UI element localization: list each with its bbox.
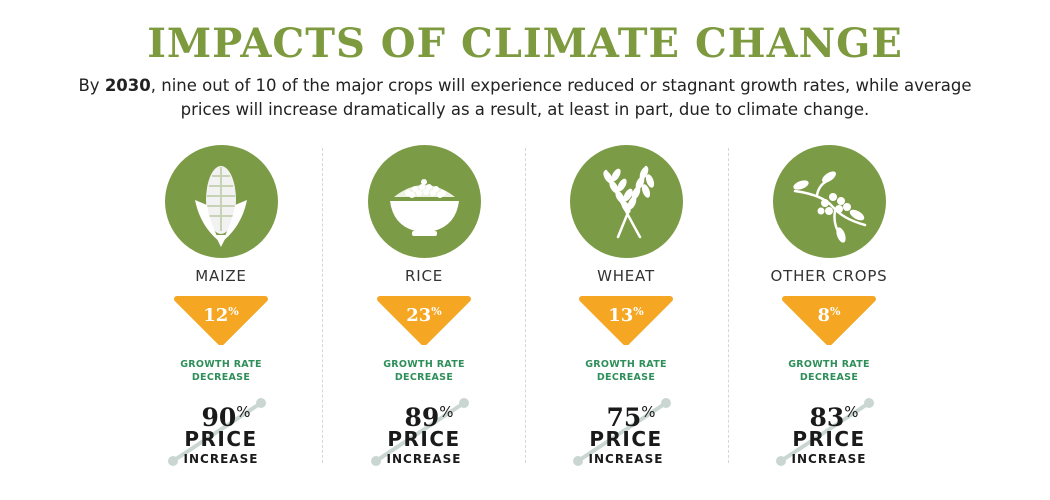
growth-decrease-value: 23% [406, 305, 442, 326]
growth-decrease-triangle [377, 296, 471, 345]
column-divider [322, 148, 323, 463]
price-increase-value: 75% [606, 403, 656, 432]
crop-name: MAIZE [195, 267, 247, 285]
trend-arrow-icon [168, 398, 266, 466]
price-label: PRICE [387, 427, 461, 451]
wheat-icon [603, 165, 655, 239]
price-increase-value: 90% [201, 403, 251, 432]
increase-label: INCREASE [386, 452, 462, 466]
crop-card-maize: MAIZE 12% GROWTH RATE DECREASE 90% PRICE … [121, 145, 321, 475]
crop-name: RICE [405, 267, 443, 285]
growth-decrease-value: 12% [203, 305, 239, 326]
crop-card-rice: RICE 23% GROWTH RATE DECREASE 89% PRICE I… [324, 145, 524, 475]
trend-arrow-icon [573, 398, 671, 466]
growth-rate-label: GROWTH RATE DECREASE [180, 359, 262, 383]
crop-icon-circle [368, 145, 481, 258]
corn-icon [195, 166, 247, 247]
increase-label: INCREASE [588, 452, 664, 466]
growth-decrease-value: 13% [608, 305, 644, 326]
crop-card-other-crops: OTHER CROPS 8% GROWTH RATE DECREASE 83% P… [729, 145, 929, 475]
rice-bowl-icon [390, 179, 459, 236]
price-increase-value: 83% [809, 403, 859, 432]
price-increase-block: 90% PRICE INCREASE [121, 397, 321, 469]
growth-decrease-value: 8% [817, 305, 841, 326]
crop-icon-circle [165, 145, 278, 258]
page-title: IMPACTS OF CLIMATE CHANGE [147, 20, 903, 67]
trend-arrow-icon [371, 398, 469, 466]
crop-name: OTHER CROPS [770, 267, 888, 285]
crop-columns: MAIZE 12% GROWTH RATE DECREASE 90% PRICE … [0, 145, 1050, 475]
price-label: PRICE [184, 427, 258, 451]
crop-name: WHEAT [597, 267, 655, 285]
growth-rate-label: GROWTH RATE DECREASE [788, 359, 870, 383]
increase-label: INCREASE [791, 452, 867, 466]
crop-card-wheat: WHEAT 13% GROWTH RATE DECREASE 75% PRICE … [526, 145, 726, 475]
crop-icon-circle [773, 145, 886, 258]
column-divider [728, 148, 729, 463]
crop-icon-circle [570, 145, 683, 258]
growth-decrease-triangle [174, 296, 268, 345]
price-label: PRICE [589, 427, 663, 451]
increase-label: INCREASE [183, 452, 259, 466]
growth-rate-label: GROWTH RATE DECREASE [585, 359, 667, 383]
growth-decrease-triangle [782, 296, 876, 345]
seeds-branch-icon [793, 171, 867, 243]
price-increase-block: 75% PRICE INCREASE [526, 397, 726, 469]
price-increase-block: 89% PRICE INCREASE [324, 397, 524, 469]
trend-arrow-icon [776, 398, 874, 466]
growth-decrease-triangle [579, 296, 673, 345]
column-divider [525, 148, 526, 463]
price-increase-block: 83% PRICE INCREASE [729, 397, 929, 469]
price-label: PRICE [792, 427, 866, 451]
price-increase-value: 89% [404, 403, 454, 432]
growth-rate-label: GROWTH RATE DECREASE [383, 359, 465, 383]
intro-text: By 2030, nine out of 10 of the major cro… [78, 76, 972, 119]
